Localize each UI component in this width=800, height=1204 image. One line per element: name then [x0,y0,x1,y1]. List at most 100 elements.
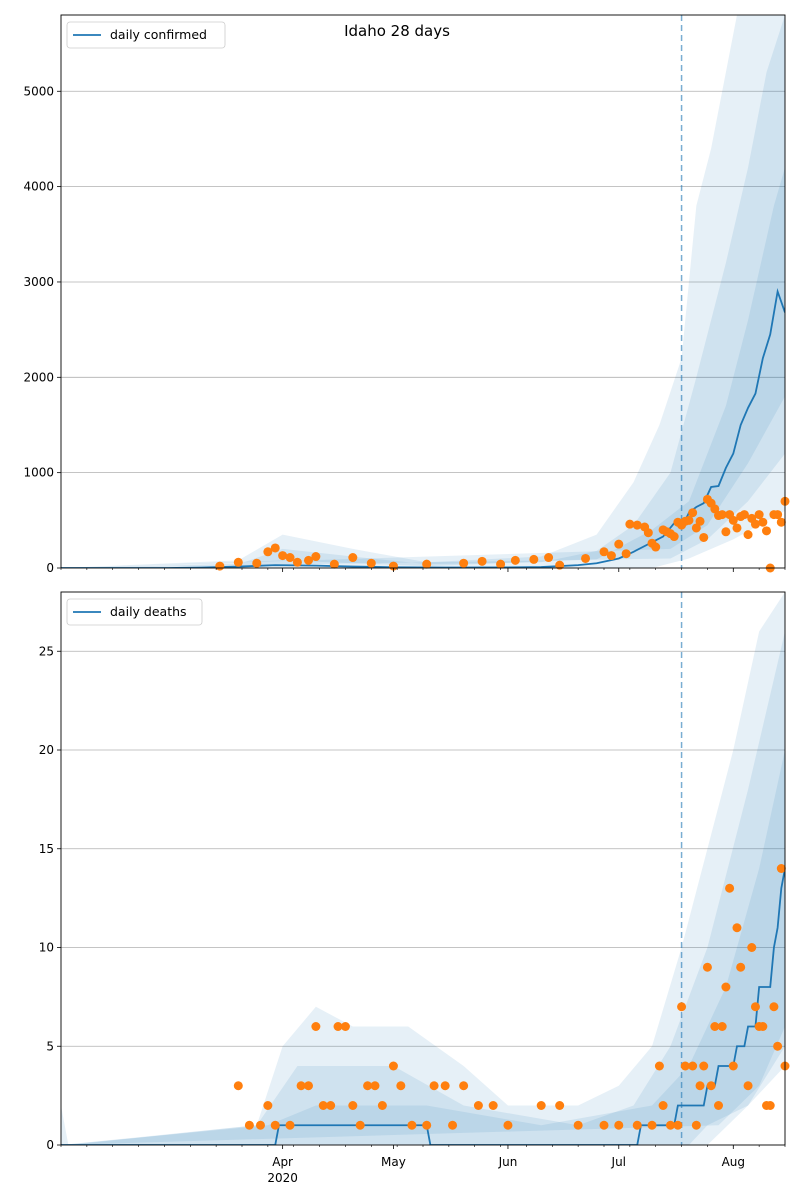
observed-point [459,558,469,568]
observed-point [366,558,376,568]
observed-point [255,1120,265,1130]
observed-point [643,528,653,538]
observed-point [750,519,760,529]
observed-point [702,962,712,972]
observed-point [333,1022,343,1031]
observed-point [355,1120,365,1130]
observed-point [669,532,679,542]
observed-point [396,1081,406,1091]
observed-point [407,1120,417,1130]
observed-point [688,508,698,518]
observed-point [684,515,694,525]
observed-point [651,542,661,552]
observed-point [769,1002,779,1012]
observed-point [263,1101,273,1110]
observed-point [363,1081,373,1091]
model-line [61,868,785,1145]
observed-point [688,1061,698,1071]
observed-point [614,1120,624,1130]
observed-point [496,559,506,569]
observed-point [647,1120,657,1130]
observed-point [750,1002,760,1012]
observed-point [691,523,701,533]
observed-point [244,1120,254,1130]
observed-point [695,1081,705,1091]
observed-point [776,864,786,873]
observed-point [503,1120,513,1130]
observed-point [732,923,742,933]
observed-point [422,559,432,569]
x-tick-label: Aug [722,1155,745,1169]
observed-point [691,1120,701,1130]
observed-point [743,1081,753,1091]
observed-point [233,557,243,567]
y-tick-label: 15 [39,842,54,856]
y-tick-label: 1000 [23,466,54,480]
chart-title: Idaho 28 days [344,22,450,40]
observed-point [536,1101,546,1110]
y-tick-label: 5000 [23,84,54,98]
observed-point [429,1081,439,1091]
observed-point [621,549,631,559]
y-tick-label: 0 [46,561,54,575]
y-tick-label: 3000 [23,275,54,289]
observed-point [747,943,757,952]
legend: daily confirmed [66,21,226,49]
axes-frame [60,14,786,569]
observed-point [758,1022,768,1031]
observed-point [448,1120,458,1130]
x-tick-label: Apr [272,1155,293,1169]
observed-point [665,1120,675,1130]
observed-point [303,1081,313,1091]
observed-point [215,561,225,571]
observed-point [773,510,783,520]
observed-point [555,1101,565,1110]
observed-point [625,519,635,529]
uncertainty-band [61,631,785,1145]
observed-point [717,510,727,520]
observed-point [728,515,738,525]
observed-point [728,1061,738,1071]
observed-point [422,1120,432,1130]
axes-frame [60,591,786,1146]
y-tick-label: 0 [46,1138,54,1152]
observed-point [732,523,742,533]
observed-point [473,1101,483,1110]
observed-point [252,558,262,568]
observed-point [377,1101,387,1110]
observed-point [296,1081,306,1091]
observed-point [739,510,749,520]
legend-box [66,21,226,49]
observed-point [233,1081,243,1091]
observed-point [311,1022,321,1031]
observed-point [632,1120,642,1130]
observed-point [285,1120,295,1130]
observed-point [599,1120,609,1130]
observed-point [725,883,735,893]
observed-point [606,551,616,561]
observed-point [318,1101,328,1110]
observed-point [573,1120,583,1130]
confirmed-panel: 0 1000 2000 3000 4000 5000 daily confirmed [23,14,790,575]
observed-point [477,556,487,566]
legend: daily deaths [66,598,203,626]
observed-point [776,517,786,527]
observed-point [311,552,321,562]
observed-point [736,962,746,972]
observed-point [278,551,288,561]
observed-point [699,1061,709,1071]
observed-point [440,1081,450,1091]
observed-point [710,1022,720,1031]
y-tick-label: 20 [39,743,54,757]
observed-point [773,1041,783,1051]
observed-point [765,1101,775,1110]
x-year-label: 2020 [267,1171,298,1185]
legend-box [66,598,203,626]
observed-point [673,1120,683,1130]
observed-point [721,527,731,537]
uncertainty-band [61,750,785,1145]
observed-point [699,532,709,542]
observed-point [326,1101,336,1110]
model-line [61,287,785,568]
